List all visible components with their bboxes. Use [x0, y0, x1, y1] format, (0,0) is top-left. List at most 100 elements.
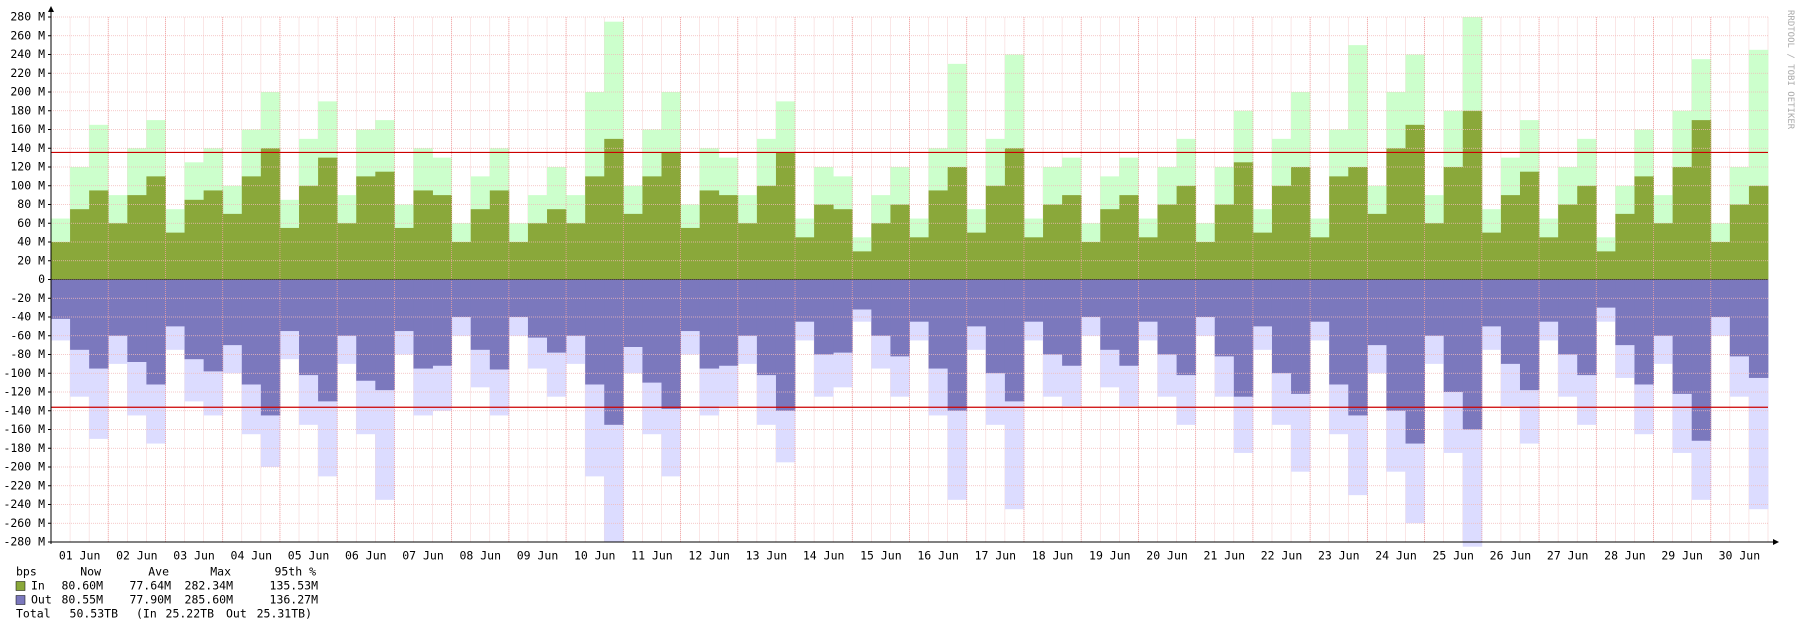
bar — [966, 279, 987, 327]
bar — [279, 227, 300, 280]
legend-total: (In — [136, 607, 157, 621]
bar — [1138, 237, 1158, 280]
y-tick-label: 60 M — [17, 216, 45, 230]
bar — [1271, 279, 1292, 374]
bar — [127, 195, 147, 280]
bar — [222, 213, 243, 280]
legend-swatch — [15, 581, 26, 591]
bar — [203, 190, 224, 280]
bar — [375, 279, 395, 391]
bar — [165, 232, 185, 280]
legend-total: Total — [16, 607, 51, 621]
bar — [260, 279, 281, 416]
bar — [1710, 279, 1731, 317]
bar — [1500, 195, 1521, 280]
legend-header: Now — [80, 565, 101, 579]
bar — [890, 279, 910, 357]
legend-value: 135.53M — [270, 579, 319, 593]
x-tick-label: 15 Jun — [860, 549, 902, 563]
bar — [279, 279, 300, 332]
legend-header: Max — [210, 565, 231, 579]
legend-header: bps — [16, 565, 37, 579]
bar — [604, 138, 624, 280]
bar — [1539, 237, 1559, 280]
y-tick-label: 140 M — [10, 141, 45, 155]
bar — [928, 279, 949, 369]
y-tick-label: 240 M — [10, 47, 45, 61]
bar — [127, 279, 147, 362]
bar — [1176, 279, 1197, 376]
x-tick-label: 10 Jun — [574, 549, 616, 563]
bar — [1634, 176, 1654, 280]
x-arrow — [1773, 539, 1779, 545]
bar — [356, 279, 376, 381]
bar — [547, 279, 567, 353]
legend-swatch — [15, 595, 26, 605]
bar — [1348, 167, 1368, 280]
bar — [1062, 279, 1082, 366]
y-tick-label: -220 M — [3, 478, 45, 492]
bar — [1233, 162, 1254, 280]
bar — [1481, 279, 1502, 327]
bar — [985, 279, 1006, 374]
bar — [1653, 223, 1674, 280]
bar — [1462, 110, 1483, 280]
bar — [737, 223, 758, 280]
x-tick-label: 12 Jun — [688, 549, 730, 563]
y-tick-label: 40 M — [17, 235, 45, 249]
legend-value: 80.60M — [61, 579, 103, 593]
bar — [1176, 185, 1197, 280]
bar — [1329, 176, 1349, 280]
bar — [756, 185, 777, 280]
bar — [566, 279, 586, 336]
legend-value: 282.34M — [185, 579, 234, 593]
bar — [470, 279, 491, 350]
y-tick-label: -80 M — [10, 347, 45, 361]
bar — [1100, 279, 1120, 350]
bar — [1386, 279, 1406, 411]
y-tick-label: -60 M — [10, 328, 45, 342]
x-tick-label: 26 Jun — [1490, 549, 1532, 563]
x-tick-label: 08 Jun — [459, 549, 501, 563]
bar — [966, 232, 987, 280]
legend-value: 136.27M — [270, 593, 319, 607]
bar — [775, 279, 796, 411]
legend-value: 80.55M — [61, 593, 103, 607]
bar — [70, 279, 90, 350]
bar — [1310, 279, 1330, 322]
bar — [1386, 148, 1406, 280]
bar — [1252, 232, 1273, 280]
bar — [1291, 167, 1311, 280]
bar — [585, 279, 605, 385]
bar — [1481, 232, 1502, 280]
bar — [1367, 213, 1387, 280]
bar — [1214, 279, 1235, 357]
x-tick-label: 14 Jun — [803, 549, 845, 563]
x-tick-label: 09 Jun — [517, 549, 559, 563]
watermark: RRDTOOL / TOBI OETIKER — [1785, 10, 1795, 130]
bar — [909, 279, 929, 322]
bar — [909, 237, 929, 280]
y-arrow — [48, 6, 54, 12]
bar — [470, 209, 491, 280]
bar — [718, 195, 739, 280]
bar — [146, 279, 166, 385]
bar — [1405, 124, 1425, 280]
y-tick-label: -40 M — [10, 310, 45, 324]
y-tick-label: 180 M — [10, 103, 45, 117]
x-tick-label: 06 Jun — [345, 549, 387, 563]
y-tick-label: 260 M — [10, 28, 45, 42]
bar — [1081, 242, 1101, 280]
bar — [928, 190, 949, 280]
y-tick-label: -20 M — [10, 291, 45, 305]
bar — [51, 279, 71, 319]
bar — [1081, 279, 1101, 317]
bar — [642, 176, 662, 280]
bar — [241, 279, 262, 385]
bar — [985, 185, 1006, 280]
y-tick-label: -260 M — [3, 516, 45, 530]
bar — [699, 279, 720, 369]
bar — [852, 279, 872, 310]
bar — [852, 251, 872, 280]
